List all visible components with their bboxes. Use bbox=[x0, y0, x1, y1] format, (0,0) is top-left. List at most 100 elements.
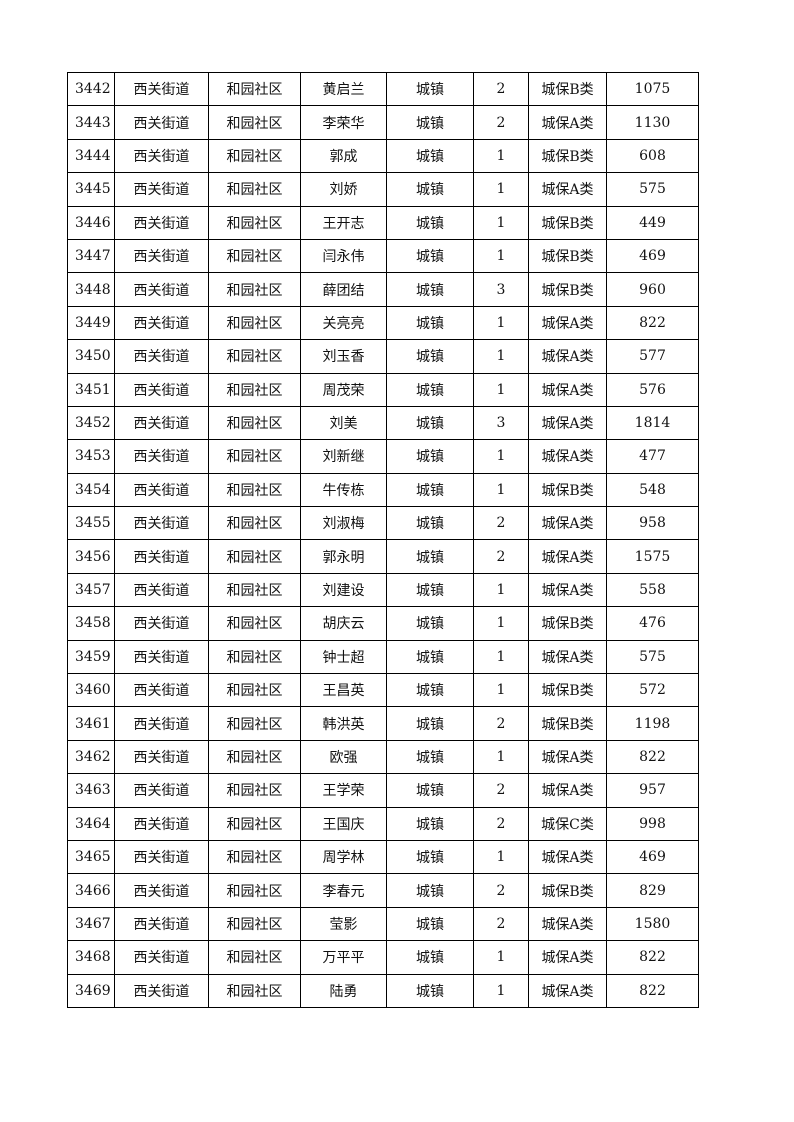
cell-street: 西关街道 bbox=[114, 238, 209, 274]
cell-community: 和园社区 bbox=[208, 439, 301, 474]
cell-household-count: 1 bbox=[473, 673, 529, 708]
cell-amount: 576 bbox=[606, 372, 699, 407]
cell-area-type: 城镇 bbox=[386, 439, 474, 474]
cell-name: 韩洪英 bbox=[300, 706, 387, 741]
cell-community: 和园社区 bbox=[208, 839, 301, 875]
cell-name: 李荣华 bbox=[300, 105, 387, 140]
cell-community: 和园社区 bbox=[208, 71, 301, 107]
cell-name: 王开志 bbox=[300, 205, 387, 240]
cell-insurance-category: 城保A类 bbox=[528, 973, 607, 1008]
cell-household-count: 1 bbox=[473, 606, 529, 641]
cell-amount: 572 bbox=[606, 673, 699, 708]
cell-amount: 449 bbox=[606, 205, 699, 240]
cell-amount: 558 bbox=[606, 572, 699, 608]
table-row: 3450 西关街道 和园社区 刘玉香 城镇 1 城保A类 577 bbox=[67, 339, 699, 374]
cell-area-type: 城镇 bbox=[386, 839, 474, 875]
cell-community: 和园社区 bbox=[208, 506, 301, 541]
cell-index: 3464 bbox=[67, 806, 115, 841]
cell-amount: 829 bbox=[606, 873, 699, 908]
table-row: 3445 西关街道 和园社区 刘娇 城镇 1 城保A类 575 bbox=[67, 172, 699, 207]
cell-community: 和园社区 bbox=[208, 739, 301, 775]
table-row: 3468 西关街道 和园社区 万平平 城镇 1 城保A类 822 bbox=[67, 940, 699, 975]
cell-insurance-category: 城保B类 bbox=[528, 138, 607, 174]
table-row: 3462 西关街道 和园社区 欧强 城镇 1 城保A类 822 bbox=[67, 739, 699, 775]
cell-index: 3461 bbox=[67, 706, 115, 741]
table-row: 3442 西关街道 和园社区 黄启兰 城镇 2 城保B类 1075 bbox=[67, 71, 699, 107]
cell-community: 和园社区 bbox=[208, 572, 301, 608]
cell-amount: 1580 bbox=[606, 906, 699, 942]
cell-community: 和园社区 bbox=[208, 105, 301, 140]
cell-street: 西关街道 bbox=[114, 873, 209, 908]
cell-index: 3451 bbox=[67, 372, 115, 407]
cell-amount: 1198 bbox=[606, 706, 699, 741]
cell-insurance-category: 城保A类 bbox=[528, 506, 607, 541]
cell-index: 3447 bbox=[67, 238, 115, 274]
cell-name: 郭成 bbox=[300, 138, 387, 174]
cell-amount: 998 bbox=[606, 806, 699, 841]
cell-name: 陆勇 bbox=[300, 973, 387, 1008]
cell-name: 欧强 bbox=[300, 739, 387, 775]
cell-index: 3450 bbox=[67, 339, 115, 374]
cell-household-count: 1 bbox=[473, 973, 529, 1008]
cell-insurance-category: 城保A类 bbox=[528, 572, 607, 608]
cell-name: 周茂荣 bbox=[300, 372, 387, 407]
cell-name: 刘新继 bbox=[300, 439, 387, 474]
cell-area-type: 城镇 bbox=[386, 305, 474, 341]
cell-name: 王学荣 bbox=[300, 773, 387, 808]
cell-index: 3444 bbox=[67, 138, 115, 174]
cell-community: 和园社区 bbox=[208, 372, 301, 407]
table-row: 3446 西关街道 和园社区 王开志 城镇 1 城保B类 449 bbox=[67, 205, 699, 240]
cell-index: 3455 bbox=[67, 506, 115, 541]
cell-insurance-category: 城保B类 bbox=[528, 606, 607, 641]
cell-name: 李春元 bbox=[300, 873, 387, 908]
cell-amount: 822 bbox=[606, 940, 699, 975]
cell-area-type: 城镇 bbox=[386, 71, 474, 107]
cell-household-count: 2 bbox=[473, 105, 529, 140]
cell-area-type: 城镇 bbox=[386, 238, 474, 274]
cell-street: 西关街道 bbox=[114, 739, 209, 775]
cell-street: 西关街道 bbox=[114, 973, 209, 1008]
cell-index: 3442 bbox=[67, 71, 115, 107]
cell-insurance-category: 城保A类 bbox=[528, 739, 607, 775]
cell-insurance-category: 城保A类 bbox=[528, 105, 607, 140]
cell-index: 3466 bbox=[67, 873, 115, 908]
table-row: 3447 西关街道 和园社区 闫永伟 城镇 1 城保B类 469 bbox=[67, 238, 699, 274]
cell-insurance-category: 城保B类 bbox=[528, 205, 607, 240]
cell-amount: 958 bbox=[606, 506, 699, 541]
cell-index: 3460 bbox=[67, 673, 115, 708]
cell-community: 和园社区 bbox=[208, 606, 301, 641]
cell-amount: 822 bbox=[606, 973, 699, 1008]
cell-insurance-category: 城保C类 bbox=[528, 806, 607, 841]
cell-area-type: 城镇 bbox=[386, 739, 474, 775]
cell-amount: 477 bbox=[606, 439, 699, 474]
cell-area-type: 城镇 bbox=[386, 205, 474, 240]
table-row: 3448 西关街道 和园社区 薛团结 城镇 3 城保B类 960 bbox=[67, 272, 699, 307]
cell-household-count: 1 bbox=[473, 940, 529, 975]
table-row: 3469 西关街道 和园社区 陆勇 城镇 1 城保A类 822 bbox=[67, 973, 699, 1008]
table-body: 3442 西关街道 和园社区 黄启兰 城镇 2 城保B类 1075 3443 西关街道 和园社区 李荣… bbox=[67, 71, 699, 1008]
cell-household-count: 1 bbox=[473, 572, 529, 608]
cell-community: 和园社区 bbox=[208, 906, 301, 942]
cell-household-count: 1 bbox=[473, 639, 529, 675]
cell-index: 3465 bbox=[67, 839, 115, 875]
cell-amount: 1075 bbox=[606, 71, 699, 107]
cell-street: 西关街道 bbox=[114, 472, 209, 508]
table-row: 3452 西关街道 和园社区 刘美 城镇 3 城保A类 1814 bbox=[67, 405, 699, 441]
cell-area-type: 城镇 bbox=[386, 405, 474, 441]
cell-household-count: 1 bbox=[473, 339, 529, 374]
cell-street: 西关街道 bbox=[114, 339, 209, 374]
cell-area-type: 城镇 bbox=[386, 172, 474, 207]
cell-name: 王昌英 bbox=[300, 673, 387, 708]
cell-household-count: 1 bbox=[473, 839, 529, 875]
cell-index: 3449 bbox=[67, 305, 115, 341]
cell-amount: 608 bbox=[606, 138, 699, 174]
table-row: 3457 西关街道 和园社区 刘建设 城镇 1 城保A类 558 bbox=[67, 572, 699, 608]
cell-amount: 469 bbox=[606, 238, 699, 274]
cell-community: 和园社区 bbox=[208, 940, 301, 975]
cell-amount: 822 bbox=[606, 305, 699, 341]
cell-street: 西关街道 bbox=[114, 138, 209, 174]
cell-household-count: 2 bbox=[473, 806, 529, 841]
cell-amount: 1575 bbox=[606, 539, 699, 574]
cell-household-count: 1 bbox=[473, 739, 529, 775]
cell-area-type: 城镇 bbox=[386, 806, 474, 841]
